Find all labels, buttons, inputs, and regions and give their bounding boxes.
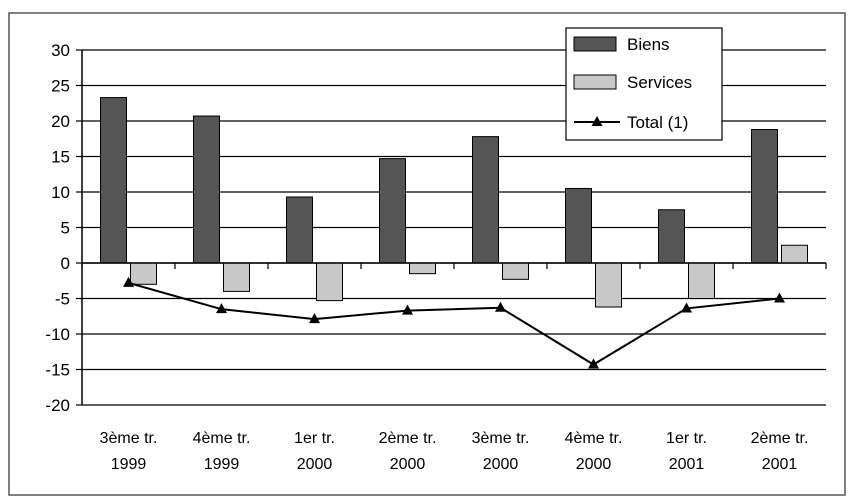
x-category-label: 2ème tr. (379, 430, 437, 447)
bar-biens (286, 196, 313, 264)
bar-services (130, 262, 157, 285)
legend-label: Biens (627, 35, 670, 54)
bar-services (409, 262, 436, 275)
x-category-label: 4ème tr. (193, 430, 251, 447)
bar-biens (193, 115, 220, 264)
bar-services (595, 262, 622, 308)
y-tick-label: 10 (51, 183, 70, 202)
bar-services (781, 244, 808, 264)
y-tick-label: -20 (45, 396, 70, 415)
y-tick-label: 30 (51, 41, 70, 60)
total-marker (216, 303, 227, 314)
total-line (128, 281, 780, 366)
x-category-label: 2001 (762, 456, 798, 473)
x-category-label: 2000 (483, 456, 519, 473)
total-marker (309, 313, 320, 324)
y-tick-labels: 30 25 20 15 10 5 0 -5 -10 -15 -20 (45, 41, 70, 415)
bar-services (502, 262, 529, 280)
total-marker (681, 302, 692, 313)
x-category-label: 3ème tr. (472, 430, 530, 447)
y-tick-label: 0 (61, 254, 70, 273)
legend-label: Total (1) (627, 113, 688, 132)
x-category-label: 1er tr. (294, 430, 335, 447)
x-category-label: 4ème tr. (565, 430, 623, 447)
x-category-label: 1er tr. (666, 430, 707, 447)
bar-biens (565, 187, 592, 264)
bar-biens (658, 209, 685, 264)
x-category-label: 3ème tr. (100, 430, 158, 447)
legend: Biens Services Total (1) (565, 27, 723, 141)
bar-services (223, 262, 250, 292)
total-marker (402, 304, 413, 315)
legend-swatch-biens (573, 36, 617, 52)
x-category-label: 2000 (576, 456, 612, 473)
total-line-layer (123, 276, 785, 369)
axes-layer (76, 49, 827, 406)
total-marker (774, 292, 785, 303)
total-marker (123, 276, 134, 287)
x-category-label: 2ème tr. (751, 430, 809, 447)
bar-biens (751, 129, 778, 264)
total-marker (495, 301, 506, 312)
legend-marker-total (591, 116, 603, 126)
y-tick-label: 15 (51, 148, 70, 167)
legend-label: Services (627, 73, 692, 92)
bars-layer (100, 97, 808, 308)
x-category-label: 1999 (204, 456, 240, 473)
legend-swatch-services (573, 74, 617, 90)
bar-biens (472, 136, 499, 264)
y-tick-label: -5 (55, 290, 70, 309)
x-category-label: 2000 (297, 456, 333, 473)
bar-biens (379, 158, 406, 264)
x-category-label: 1999 (111, 456, 147, 473)
y-tick-label: -10 (45, 325, 70, 344)
x-category-label: 2000 (390, 456, 426, 473)
y-tick-label: 25 (51, 77, 70, 96)
x-category-labels: 3ème tr. 1999 4ème tr. 1999 1er tr. 2000 2ème … (100, 430, 809, 473)
bar-services (688, 262, 715, 299)
bar-services (316, 262, 343, 302)
y-tick-label: -15 (45, 361, 70, 380)
bar-biens (100, 97, 127, 264)
y-tick-label: 20 (51, 112, 70, 131)
x-category-label: 2001 (669, 456, 705, 473)
y-tick-label: 5 (61, 219, 70, 238)
total-marker (588, 358, 599, 369)
